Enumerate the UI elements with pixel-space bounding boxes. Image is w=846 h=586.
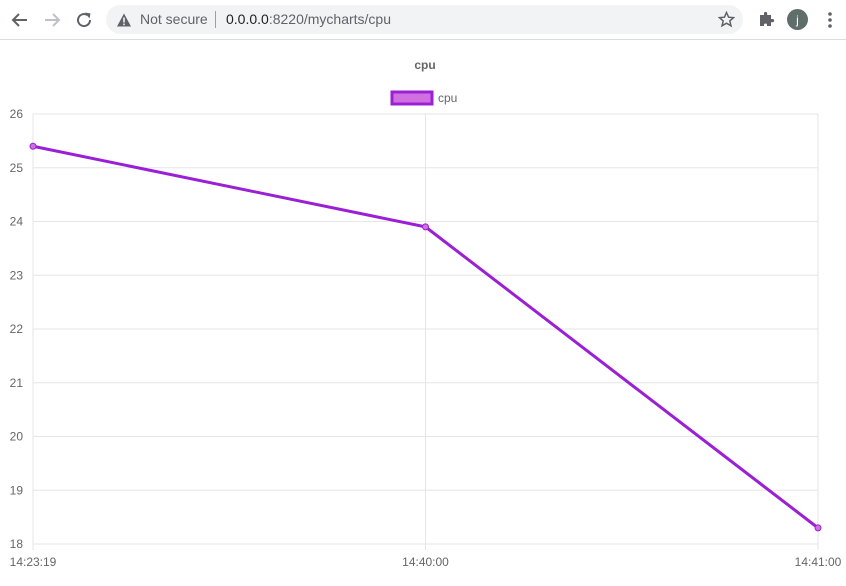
cpu-line-chart: cpu cpu 18 19 20 21 22 23 24 25 26 14:23:19 14:40…: [10, 58, 842, 569]
grid: [32, 113, 819, 550]
avatar-letter: j: [796, 12, 799, 27]
y-axis: 18 19 20 21 22 23 24 25 26: [10, 107, 24, 551]
y-tick-label: 24: [10, 215, 24, 229]
data-point[interactable]: [29, 142, 37, 150]
avatar[interactable]: j: [787, 9, 808, 30]
url-path: :8220/mycharts/cpu: [268, 11, 391, 27]
x-tick-label: 14:40:00: [402, 555, 449, 569]
legend[interactable]: cpu: [390, 90, 457, 106]
y-tick-label: 22: [10, 322, 24, 336]
chart-area: cpu cpu 18 19 20 21 22 23 24 25 26 14:23:19 14:40…: [0, 40, 846, 581]
forward-icon[interactable]: [38, 6, 66, 34]
omnibox-divider: [215, 11, 216, 28]
y-tick-label: 26: [10, 107, 24, 121]
address-bar[interactable]: Not secure 0.0.0.0:8220/mycharts/cpu: [106, 5, 743, 34]
y-tick-label: 23: [10, 268, 24, 282]
series-cpu: [29, 142, 822, 532]
x-tick-label: 14:23:19: [10, 555, 57, 569]
url-host: 0.0.0.0: [226, 11, 269, 27]
data-point[interactable]: [422, 223, 429, 231]
star-icon[interactable]: [718, 11, 735, 28]
y-tick-label: 19: [10, 483, 24, 497]
data-point[interactable]: [814, 524, 822, 532]
security-status[interactable]: Not secure: [140, 11, 208, 27]
chart-title: cpu: [414, 58, 435, 72]
legend-swatch[interactable]: [390, 90, 434, 106]
menu-icon[interactable]: [826, 10, 834, 30]
x-tick-label: 14:41:00: [795, 555, 842, 569]
url-text[interactable]: 0.0.0.0:8220/mycharts/cpu: [226, 11, 391, 28]
y-tick-label: 18: [10, 537, 24, 551]
y-tick-label: 20: [10, 430, 24, 444]
y-tick-label: 25: [10, 161, 24, 175]
legend-label[interactable]: cpu: [438, 91, 457, 105]
warning-icon: [117, 13, 131, 27]
extensions-icon[interactable]: [757, 10, 775, 28]
back-icon[interactable]: [6, 6, 34, 34]
x-axis: 14:23:19 14:40:00 14:41:00: [10, 555, 842, 569]
reload-icon[interactable]: [70, 6, 98, 34]
browser-toolbar: Not secure 0.0.0.0:8220/mycharts/cpu j: [0, 0, 846, 40]
y-tick-label: 21: [10, 376, 24, 390]
